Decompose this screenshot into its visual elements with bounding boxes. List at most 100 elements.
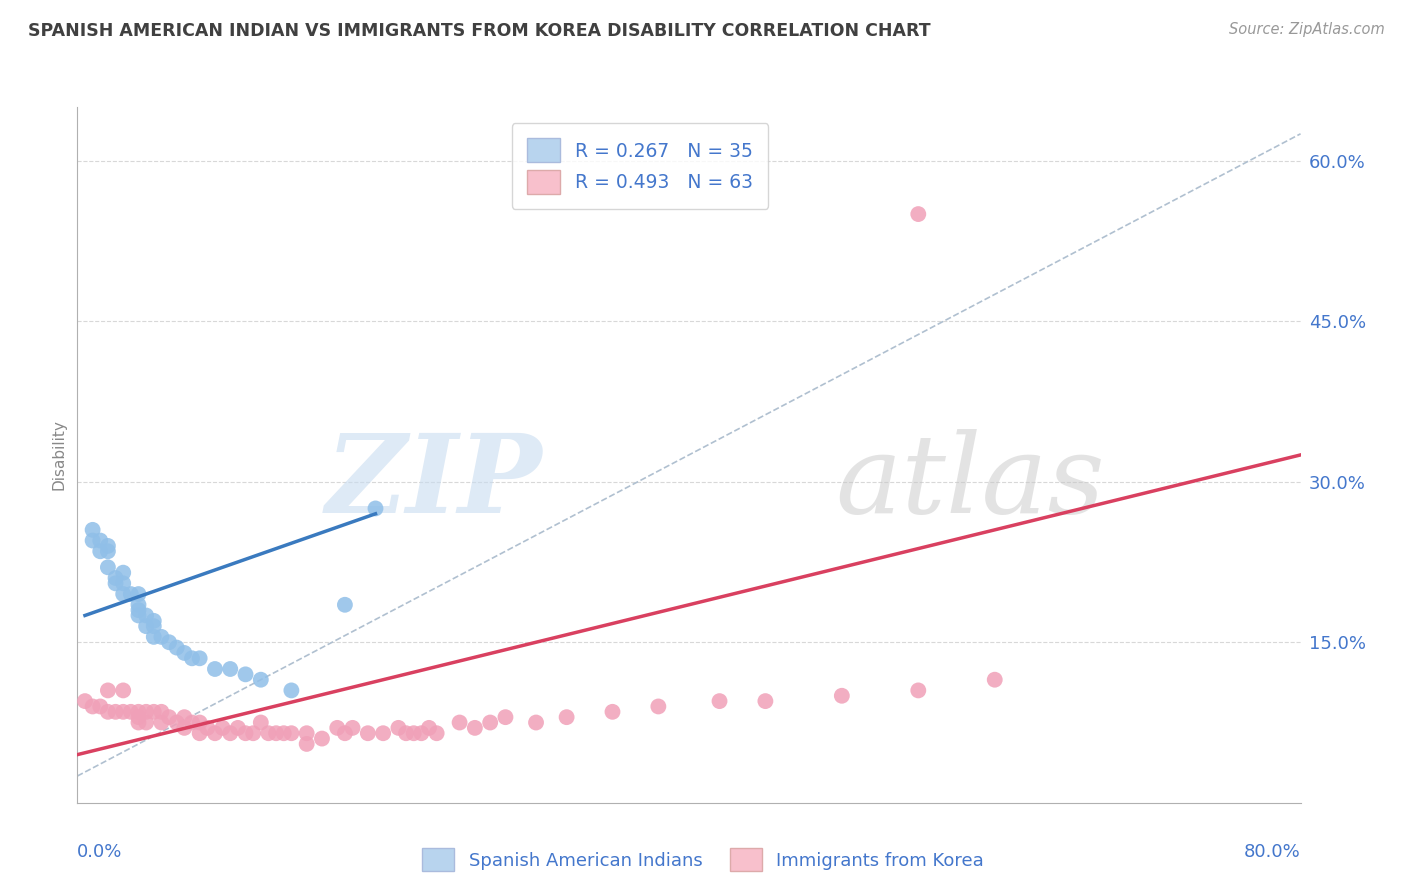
Point bbox=[82, 699, 104, 714]
Point bbox=[479, 715, 502, 730]
Point bbox=[97, 705, 120, 719]
Point bbox=[157, 710, 180, 724]
Point bbox=[181, 715, 204, 730]
Point bbox=[97, 560, 120, 574]
Point bbox=[524, 715, 547, 730]
Point bbox=[418, 721, 440, 735]
Point bbox=[426, 726, 449, 740]
Point bbox=[104, 705, 127, 719]
Point bbox=[602, 705, 624, 719]
Point bbox=[89, 533, 111, 548]
Point bbox=[157, 635, 180, 649]
Point bbox=[142, 630, 165, 644]
Point bbox=[181, 651, 204, 665]
Point bbox=[195, 721, 218, 735]
Point bbox=[112, 566, 135, 580]
Point bbox=[112, 683, 135, 698]
Point bbox=[226, 721, 249, 735]
Point bbox=[120, 705, 142, 719]
Point bbox=[295, 726, 318, 740]
Point bbox=[97, 539, 120, 553]
Point bbox=[142, 619, 165, 633]
Point bbox=[219, 662, 242, 676]
Text: 0.0%: 0.0% bbox=[77, 844, 122, 862]
Point bbox=[311, 731, 333, 746]
Point bbox=[257, 726, 280, 740]
Point bbox=[709, 694, 731, 708]
Point bbox=[150, 705, 173, 719]
Point bbox=[97, 683, 120, 698]
Point bbox=[250, 715, 273, 730]
Point bbox=[402, 726, 425, 740]
Point bbox=[204, 662, 226, 676]
Point bbox=[82, 533, 104, 548]
Point bbox=[235, 667, 257, 681]
Point bbox=[242, 726, 264, 740]
Point bbox=[104, 576, 127, 591]
Point bbox=[128, 603, 150, 617]
Legend: Spanish American Indians, Immigrants from Korea: Spanish American Indians, Immigrants fro… bbox=[415, 841, 991, 879]
Point bbox=[89, 699, 111, 714]
Point bbox=[907, 683, 929, 698]
Point bbox=[73, 694, 96, 708]
Point bbox=[150, 715, 173, 730]
Point bbox=[280, 683, 302, 698]
Point bbox=[449, 715, 471, 730]
Point bbox=[647, 699, 669, 714]
Point bbox=[128, 710, 150, 724]
Point bbox=[128, 715, 150, 730]
Point bbox=[250, 673, 273, 687]
Point bbox=[264, 726, 287, 740]
Point bbox=[387, 721, 409, 735]
Point bbox=[112, 705, 135, 719]
Point bbox=[142, 614, 165, 628]
Point bbox=[357, 726, 380, 740]
Point bbox=[173, 710, 195, 724]
Text: ZIP: ZIP bbox=[326, 429, 543, 536]
Point bbox=[135, 619, 157, 633]
Point bbox=[166, 640, 188, 655]
Point bbox=[984, 673, 1007, 687]
Point bbox=[173, 646, 195, 660]
Point bbox=[333, 598, 356, 612]
Point bbox=[128, 705, 150, 719]
Point bbox=[135, 705, 157, 719]
Point bbox=[128, 608, 150, 623]
Point bbox=[120, 587, 142, 601]
Text: 80.0%: 80.0% bbox=[1244, 844, 1301, 862]
Point bbox=[82, 523, 104, 537]
Point bbox=[188, 651, 211, 665]
Point bbox=[219, 726, 242, 740]
Point bbox=[555, 710, 578, 724]
Text: SPANISH AMERICAN INDIAN VS IMMIGRANTS FROM KOREA DISABILITY CORRELATION CHART: SPANISH AMERICAN INDIAN VS IMMIGRANTS FR… bbox=[28, 22, 931, 40]
Point bbox=[395, 726, 418, 740]
Point bbox=[342, 721, 364, 735]
Point bbox=[211, 721, 233, 735]
Point bbox=[364, 501, 387, 516]
Point bbox=[142, 705, 165, 719]
Point bbox=[464, 721, 486, 735]
Point bbox=[112, 587, 135, 601]
Point bbox=[280, 726, 302, 740]
Point bbox=[831, 689, 853, 703]
Point bbox=[104, 571, 127, 585]
Point bbox=[295, 737, 318, 751]
Point bbox=[411, 726, 433, 740]
Point bbox=[273, 726, 295, 740]
Point bbox=[128, 587, 150, 601]
Point bbox=[754, 694, 776, 708]
Point bbox=[128, 598, 150, 612]
Point bbox=[112, 576, 135, 591]
Point bbox=[495, 710, 517, 724]
Point bbox=[135, 715, 157, 730]
Point bbox=[907, 207, 929, 221]
Point bbox=[333, 726, 356, 740]
Y-axis label: Disability: Disability bbox=[51, 419, 66, 491]
Point bbox=[97, 544, 120, 558]
Point bbox=[89, 544, 111, 558]
Point bbox=[204, 726, 226, 740]
Point bbox=[371, 726, 394, 740]
Legend: R = 0.267   N = 35, R = 0.493   N = 63: R = 0.267 N = 35, R = 0.493 N = 63 bbox=[512, 123, 769, 209]
Point bbox=[150, 630, 173, 644]
Point bbox=[135, 608, 157, 623]
